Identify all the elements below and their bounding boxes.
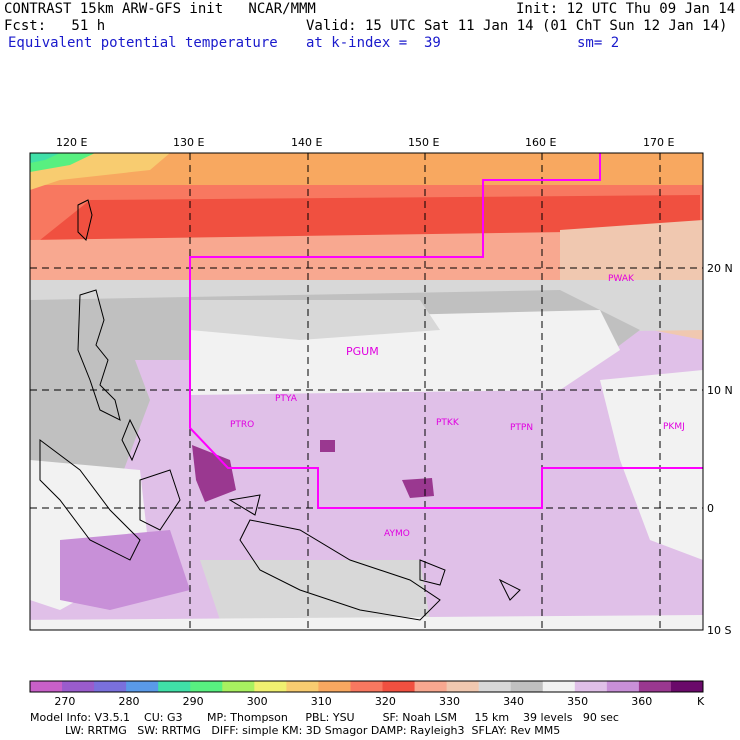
colorbar-swatch [318, 681, 351, 692]
lat-label-20n: 20 N [707, 262, 733, 275]
colorbar-label: 350 [567, 695, 588, 708]
colorbar-swatch [382, 681, 416, 692]
level-label: at k-index = 39 [306, 35, 441, 51]
header-line1-left: CONTRAST 15km ARW-GFS init NCAR/MMM [4, 1, 316, 17]
colorbar-swatch [30, 681, 63, 692]
colorbar-swatch [414, 681, 448, 692]
theta-e-field [30, 153, 703, 630]
colorbar-label: 310 [311, 695, 332, 708]
lat-label-10s: 10 S [707, 624, 731, 637]
colorbar-swatch [94, 681, 127, 692]
colorbar-swatch [222, 681, 255, 692]
colorbar-label: 340 [503, 695, 524, 708]
lon-label-170: 170 E [643, 136, 674, 149]
station-pwak: PWAK [608, 274, 635, 284]
header-line2-left: Fcst: 51 h [4, 18, 106, 34]
region-boundary [189, 153, 703, 509]
station-ptpn: PTPN [510, 423, 533, 433]
colorbar-swatch [670, 681, 704, 692]
colorbar-frame [29, 680, 704, 693]
station-ptro: PTRO [230, 420, 254, 430]
colorbar-label: 290 [183, 695, 204, 708]
station-ptya: PTYA [275, 394, 298, 404]
colorbar-label: 320 [375, 695, 396, 708]
model-info-line2: LW: RRTMG SW: RRTMG DIFF: simple KM: 3D … [30, 724, 561, 737]
colorbar-swatch [606, 681, 640, 692]
colorbar-label: 300 [247, 695, 268, 708]
colorbar-swatch [542, 681, 576, 692]
header-line1-right: Init: 12 UTC Thu 09 Jan 14 [516, 1, 736, 17]
colorbar-swatch [638, 681, 672, 692]
colorbar-swatch [62, 681, 95, 692]
colorbar-swatch [574, 681, 608, 692]
colorbar-swatch [446, 681, 480, 692]
colorbar-swatch [190, 681, 223, 692]
colorbar-swatch [286, 681, 319, 692]
lon-label-130: 130 E [173, 136, 204, 149]
field-name: Equivalent potential temperature [8, 35, 278, 51]
colorbar-label: 270 [54, 695, 75, 708]
lat-label-eq: 0 [707, 502, 714, 515]
smoothing-label: sm= 2 [577, 35, 620, 51]
coastline [39, 199, 521, 621]
colorbar-swatch [158, 681, 191, 692]
colorbar-swatch [126, 681, 159, 692]
station-ptkk: PTKK [436, 418, 460, 428]
colorbar-label: 330 [439, 695, 460, 708]
colorbar-swatch [254, 681, 287, 692]
colorbar-swatch [350, 681, 384, 692]
station-pkmj: PKMJ [663, 422, 685, 432]
colorbar-label: 280 [119, 695, 140, 708]
map-frame [29, 152, 704, 631]
lon-label-140: 140 E [291, 136, 322, 149]
colorbar-swatch [510, 681, 544, 692]
lon-label-120: 120 E [56, 136, 87, 149]
station-aymo: AYMO [384, 529, 410, 539]
colorbar [29, 680, 704, 693]
lat-label-10n: 10 N [707, 384, 733, 397]
colorbar-label: 360 [631, 695, 652, 708]
colorbar-swatch [478, 681, 512, 692]
lon-label-150: 150 E [408, 136, 439, 149]
station-pgum: PGUM [346, 345, 379, 358]
model-info-line1: Model Info: V3.5.1 CU: G3 MP: Thompson P… [30, 711, 619, 724]
colorbar-unit: K [697, 695, 705, 708]
header-line2-right: Valid: 15 UTC Sat 11 Jan 14 (01 ChT Sun … [306, 18, 728, 34]
lon-label-160: 160 E [525, 136, 556, 149]
